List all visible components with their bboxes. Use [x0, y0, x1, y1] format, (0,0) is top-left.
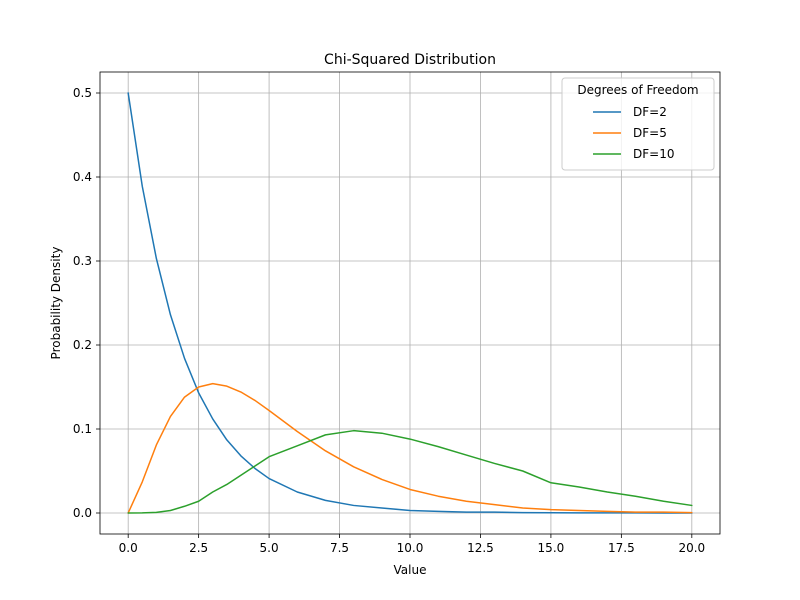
- y-tick-label: 0.4: [73, 170, 92, 184]
- series-layer: [127, 92, 693, 514]
- x-tick-label: 2.5: [189, 541, 208, 555]
- legend-label-df-2: DF=2: [633, 105, 667, 119]
- legend-title: Degrees of Freedom: [577, 83, 698, 97]
- y-tick-label: 0.0: [73, 506, 92, 520]
- legend-label-df-5: DF=5: [633, 126, 667, 140]
- series-line-df-5: [127, 382, 693, 514]
- x-tick-label: 0.0: [119, 541, 138, 555]
- y-tick-label: 0.3: [73, 254, 92, 268]
- legend-box: [561, 77, 715, 171]
- y-axis-label: Probability Density: [49, 247, 63, 360]
- y-tick-label: 0.2: [73, 338, 92, 352]
- chart-title: Chi-Squared Distribution: [324, 52, 496, 68]
- ticks: 0.0 2.5 5.0 7.5 10.0 12.5 15.0 17.5 20.0 0.0 0.1 0.…: [73, 86, 705, 555]
- x-tick-label: 7.5: [330, 541, 349, 555]
- y-tick-label: 0.5: [73, 86, 92, 100]
- x-tick-label: 10.0: [397, 541, 424, 555]
- x-tick-label: 12.5: [467, 541, 494, 555]
- x-tick-label: 15.0: [538, 541, 565, 555]
- y-tick-label: 0.1: [73, 422, 92, 436]
- legend-items: DF=2 DF=5 DF=10: [593, 105, 674, 161]
- legend-label-df-10: DF=10: [633, 147, 674, 161]
- x-tick-label: 5.0: [260, 541, 279, 555]
- series-line-df-10: [127, 429, 693, 514]
- series-line-df-2: [127, 92, 693, 514]
- x-tick-label: 17.5: [608, 541, 635, 555]
- legend: Degrees of Freedom DF=2 DF=5 DF=10: [561, 77, 715, 171]
- x-tick-label: 20.0: [678, 541, 705, 555]
- x-axis-label: Value: [394, 563, 427, 577]
